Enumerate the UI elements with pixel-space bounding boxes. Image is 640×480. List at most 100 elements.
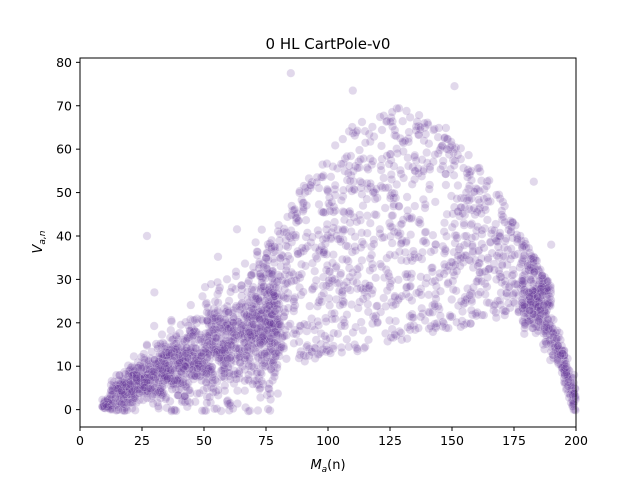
data-point	[140, 383, 150, 393]
data-point	[194, 372, 204, 381]
data-point	[231, 343, 241, 353]
data-point	[260, 331, 269, 341]
data-point	[424, 324, 434, 333]
data-point	[327, 197, 337, 207]
data-point	[356, 243, 366, 252]
data-point	[178, 362, 188, 371]
data-point	[356, 155, 365, 164]
data-point	[188, 331, 198, 341]
data-point	[147, 347, 157, 357]
data-point	[157, 353, 167, 363]
data-point	[189, 347, 199, 357]
x-tick-label: 100	[316, 433, 340, 448]
data-point	[151, 360, 161, 369]
data-point	[289, 338, 299, 348]
data-point	[113, 384, 123, 394]
data-point	[233, 350, 243, 360]
data-point	[460, 231, 470, 241]
data-point	[219, 304, 229, 313]
data-point	[447, 295, 457, 304]
data-point	[245, 329, 255, 338]
data-point	[451, 231, 461, 241]
data-point	[417, 303, 427, 313]
data-point	[190, 397, 200, 407]
data-point	[261, 336, 271, 346]
data-point	[271, 351, 281, 361]
data-point	[169, 406, 179, 415]
data-point	[207, 362, 217, 372]
data-point	[121, 402, 131, 412]
x-axis-label: Ma(n)	[310, 458, 345, 475]
data-point	[188, 351, 198, 361]
y-tick-label: 70	[56, 98, 72, 113]
data-point	[133, 379, 143, 389]
data-point	[402, 334, 412, 344]
data-point	[146, 384, 155, 394]
data-point	[202, 315, 212, 325]
data-point	[202, 369, 211, 378]
data-point	[114, 383, 124, 392]
data-point	[155, 374, 165, 383]
data-point	[102, 397, 111, 407]
data-point	[175, 356, 185, 366]
data-point	[382, 286, 392, 295]
data-point	[163, 374, 173, 384]
data-point	[202, 341, 212, 351]
data-point	[492, 190, 501, 200]
data-point	[161, 367, 171, 377]
data-point	[500, 236, 510, 246]
data-point	[336, 195, 346, 205]
data-point	[127, 369, 137, 379]
data-point	[474, 163, 484, 173]
data-point	[248, 344, 258, 353]
data-point	[139, 366, 149, 376]
data-point	[247, 320, 257, 330]
data-point	[240, 259, 250, 268]
data-point	[224, 405, 234, 415]
data-point	[492, 275, 501, 284]
data-point	[191, 364, 201, 374]
data-point	[519, 287, 529, 297]
data-point	[385, 316, 394, 325]
data-point	[231, 303, 241, 313]
data-point	[235, 351, 245, 361]
data-point	[391, 299, 400, 309]
data-point	[201, 406, 211, 416]
data-point	[110, 386, 120, 396]
data-point	[546, 240, 556, 250]
data-point	[157, 387, 167, 397]
data-point	[237, 291, 247, 301]
data-point	[489, 301, 499, 311]
data-point	[482, 181, 491, 191]
data-point	[220, 386, 230, 396]
data-point	[244, 334, 254, 344]
data-point	[271, 283, 281, 292]
data-point	[181, 352, 191, 362]
data-point	[195, 388, 205, 398]
data-point	[129, 370, 139, 379]
data-point	[134, 373, 144, 383]
data-point	[252, 250, 262, 260]
data-point	[104, 401, 114, 411]
data-point	[167, 365, 177, 375]
data-point	[117, 399, 127, 409]
data-point	[397, 238, 406, 248]
data-point	[216, 340, 226, 350]
data-point	[249, 285, 259, 295]
data-point	[236, 299, 246, 309]
data-point	[128, 386, 138, 396]
data-point	[249, 309, 259, 319]
data-point	[267, 318, 277, 328]
data-point	[187, 365, 197, 375]
data-point	[440, 218, 449, 228]
data-point	[198, 348, 208, 358]
data-point	[208, 315, 218, 325]
data-point	[231, 267, 241, 277]
data-point	[144, 357, 154, 367]
data-point	[449, 170, 459, 180]
data-point	[204, 366, 214, 376]
data-point	[118, 379, 128, 389]
data-point	[166, 367, 175, 377]
data-point	[100, 403, 110, 413]
data-point	[365, 265, 375, 275]
